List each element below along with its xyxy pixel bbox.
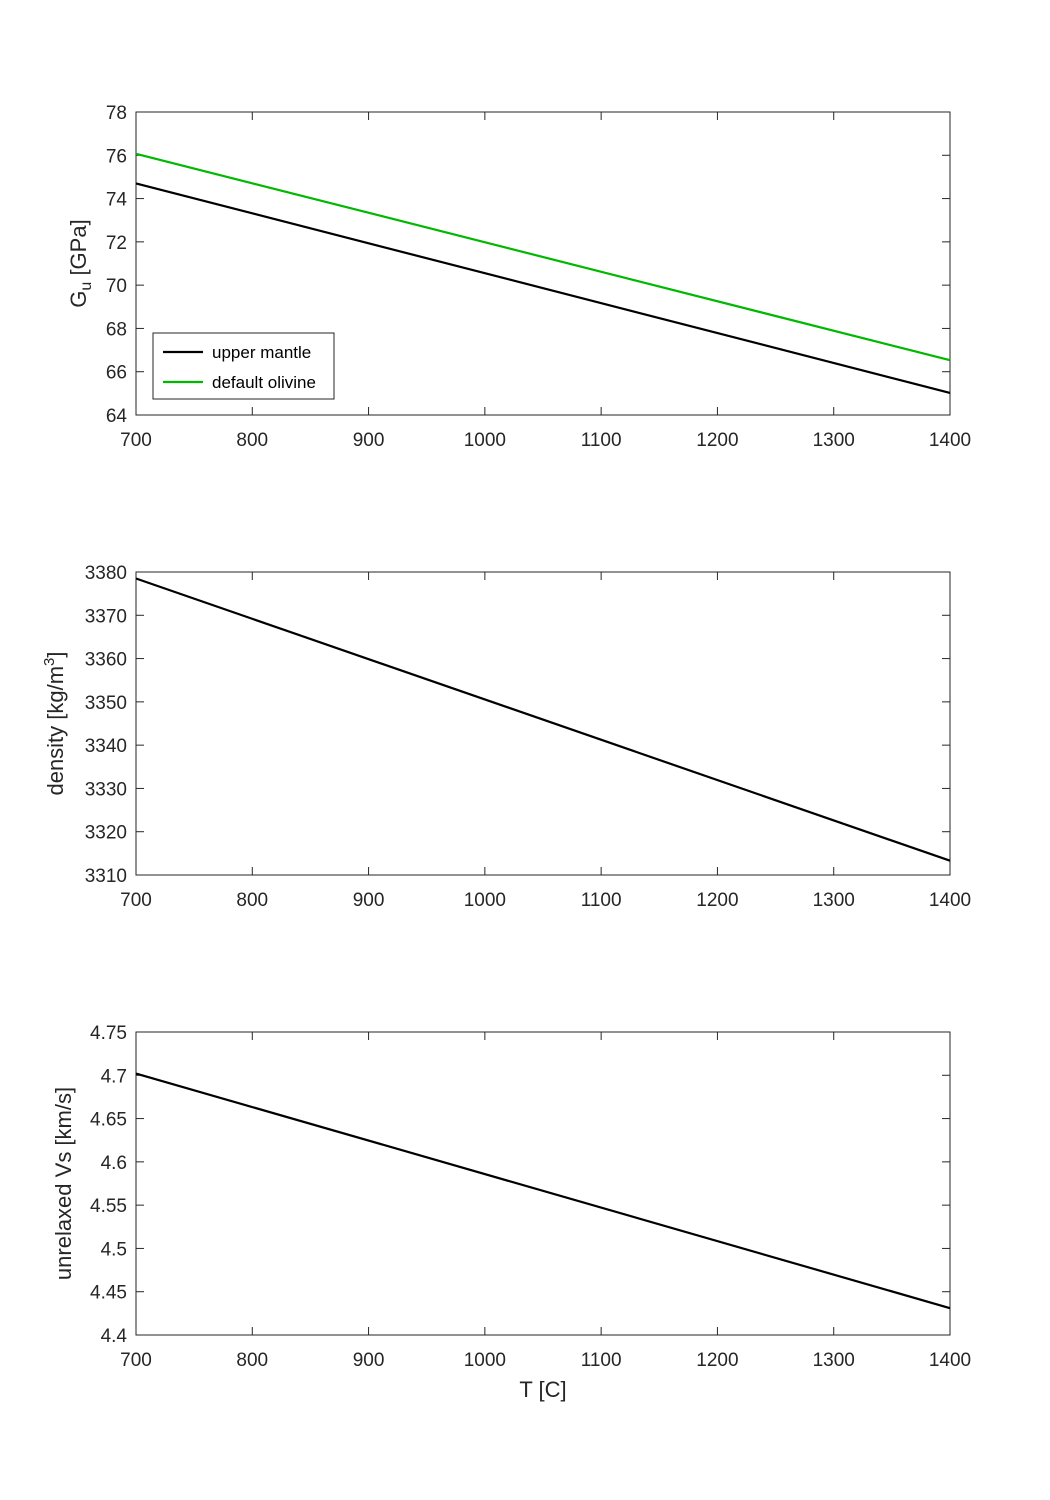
plot-area [135,1031,951,1336]
x-tick-label: 1100 [581,890,622,911]
x-tick-label: 700 [120,890,152,911]
x-tick-label: 1300 [813,430,855,451]
x-tick-label: 1400 [929,430,971,451]
y-tick-label: 3330 [85,779,127,800]
x-tick-label: 800 [236,430,268,451]
x-tick-label: 700 [120,430,152,451]
x-tick-label: 1400 [929,890,971,911]
x-tick-label: 900 [353,1350,385,1371]
y-axis-label-main: unrelaxed Vs [km/s] [51,1087,76,1280]
x-tick-label: 1400 [929,1350,971,1371]
x-tick-label: 1100 [581,430,622,451]
x-tick-label: 700 [120,1350,152,1371]
series-line-upper-mantle [135,182,951,394]
x-tick-label: 1000 [464,890,506,911]
legend-entry-label: upper mantle [212,343,311,362]
y-tick-label: 70 [106,276,127,297]
x-tick-label: 1200 [696,1350,738,1371]
y-tick-label: 3380 [85,563,127,584]
y-tick-label: 4.6 [101,1153,127,1174]
y-tick-label: 78 [106,103,127,124]
y-tick-label: 4.7 [101,1066,127,1087]
y-tick-label: 72 [106,233,127,254]
x-tick-label: 1200 [696,430,738,451]
y-tick-label: 64 [106,406,128,427]
y-tick-label: 68 [106,319,127,340]
y-axis-label-subscript: u [78,282,95,291]
y-axis-label: Gu [GPa] [66,219,95,307]
series-line-density [135,577,951,862]
x-tick-label: 900 [353,890,385,911]
x-tick-label: 900 [353,430,385,451]
series-line-default-olivine [135,152,951,362]
x-tick-label: 1300 [813,1350,855,1371]
x-tick-label: 800 [236,1350,268,1371]
y-axis-label-main: density [kg/m [43,666,68,796]
x-tick-label: 1100 [581,1350,622,1371]
legend-box [152,332,335,400]
x-tick-label: 800 [236,890,268,911]
chart-panel-3: 700 800 900 1000 1100 1200 1300 1400 4.4 4.45 4.5 4… [51,1023,971,1402]
legend-entry-label: default olivine [212,373,316,392]
y-tick-label: 76 [106,146,127,167]
chart-panel-1: 700 800 900 1000 1100 1200 1300 1400 64 66 68 70 72 7… [66,103,971,451]
y-tick-label: 3340 [85,736,127,757]
y-tick-label: 4.45 [90,1283,127,1304]
x-tick-label: 1300 [813,890,855,911]
y-tick-label: 3350 [85,693,127,714]
y-axis-label: density [kg/m3] [41,651,68,795]
y-axis-label: unrelaxed Vs [km/s] [51,1087,76,1280]
y-tick-label: 4.4 [101,1326,128,1347]
y-tick-label: 3370 [85,606,127,627]
x-tick-label: 1200 [696,890,738,911]
plot-area [135,571,951,876]
y-tick-label: 74 [106,190,128,211]
y-tick-label: 3360 [85,650,127,671]
series-line-unrelaxed-Vs [135,1072,951,1310]
x-tick-label: 1000 [464,430,506,451]
y-axis-label-main: G [66,291,91,308]
y-axis-label-superscript: 3 [41,658,58,666]
x-tick-label: 1000 [464,1350,506,1371]
chart-panel-2: 700 800 900 1000 1100 1200 1300 140033103320333… [41,563,971,911]
y-tick-label: 3310 [85,866,127,887]
y-tick-label: 4.55 [90,1196,127,1217]
y-tick-label: 4.5 [101,1239,127,1260]
y-tick-label: 4.65 [90,1110,127,1131]
y-tick-label: 3320 [85,823,127,844]
y-axis-label-unit: ] [43,651,68,657]
y-axis-label-unit: [GPa] [66,219,91,281]
y-tick-label: 66 [106,363,127,384]
legend: upper mantle default olivine [152,332,335,400]
x-axis-label: T [C] [519,1377,566,1402]
y-tick-label: 4.75 [90,1023,127,1044]
